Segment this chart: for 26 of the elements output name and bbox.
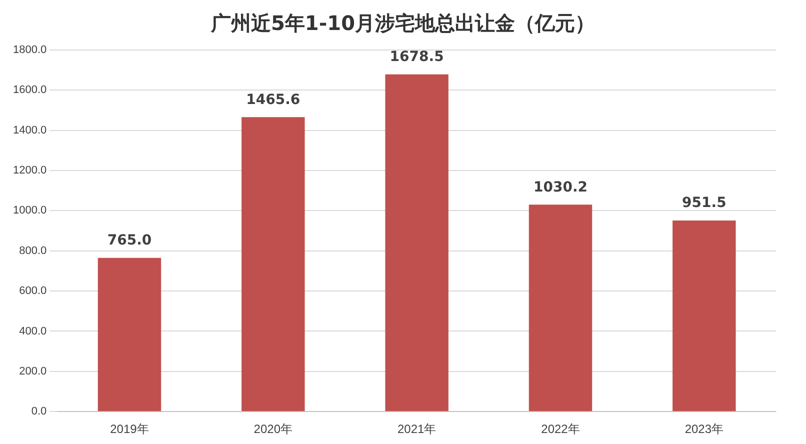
data-label: 951.5: [682, 195, 726, 212]
y-tick-label: 1600.0: [12, 84, 47, 96]
bar: [528, 204, 592, 412]
x-tick-label: 2020年: [254, 422, 293, 436]
x-tick-label: 2019年: [110, 422, 149, 436]
bar: [385, 74, 448, 412]
x-tick-label: 2022年: [541, 422, 580, 436]
data-label: 1678.5: [390, 49, 444, 66]
bar: [98, 258, 162, 412]
chart-title: 广州近5年1-10月涉宅地总出让金（亿元）: [210, 10, 596, 37]
data-label: 1030.2: [533, 179, 588, 196]
y-tick-label: 1200.0: [12, 164, 47, 177]
x-tick-label: 2023年: [684, 422, 724, 436]
y-tick-label: 600.0: [19, 285, 47, 298]
y-tick-label: 1800.0: [12, 44, 47, 56]
y-tick-label: 1400.0: [12, 124, 47, 136]
y-tick-label: 800.0: [19, 244, 47, 257]
bar: [672, 220, 736, 412]
data-label: 765.0: [107, 232, 152, 249]
y-tick-label: 0.0: [31, 406, 47, 418]
bar: [242, 117, 305, 412]
y-tick-label: 1000.0: [12, 204, 47, 217]
y-tick-label: 400.0: [19, 325, 47, 338]
data-label: 1465.6: [246, 92, 300, 108]
x-tick-label: 2021年: [397, 422, 436, 436]
y-tick-label: 200.0: [19, 365, 47, 378]
